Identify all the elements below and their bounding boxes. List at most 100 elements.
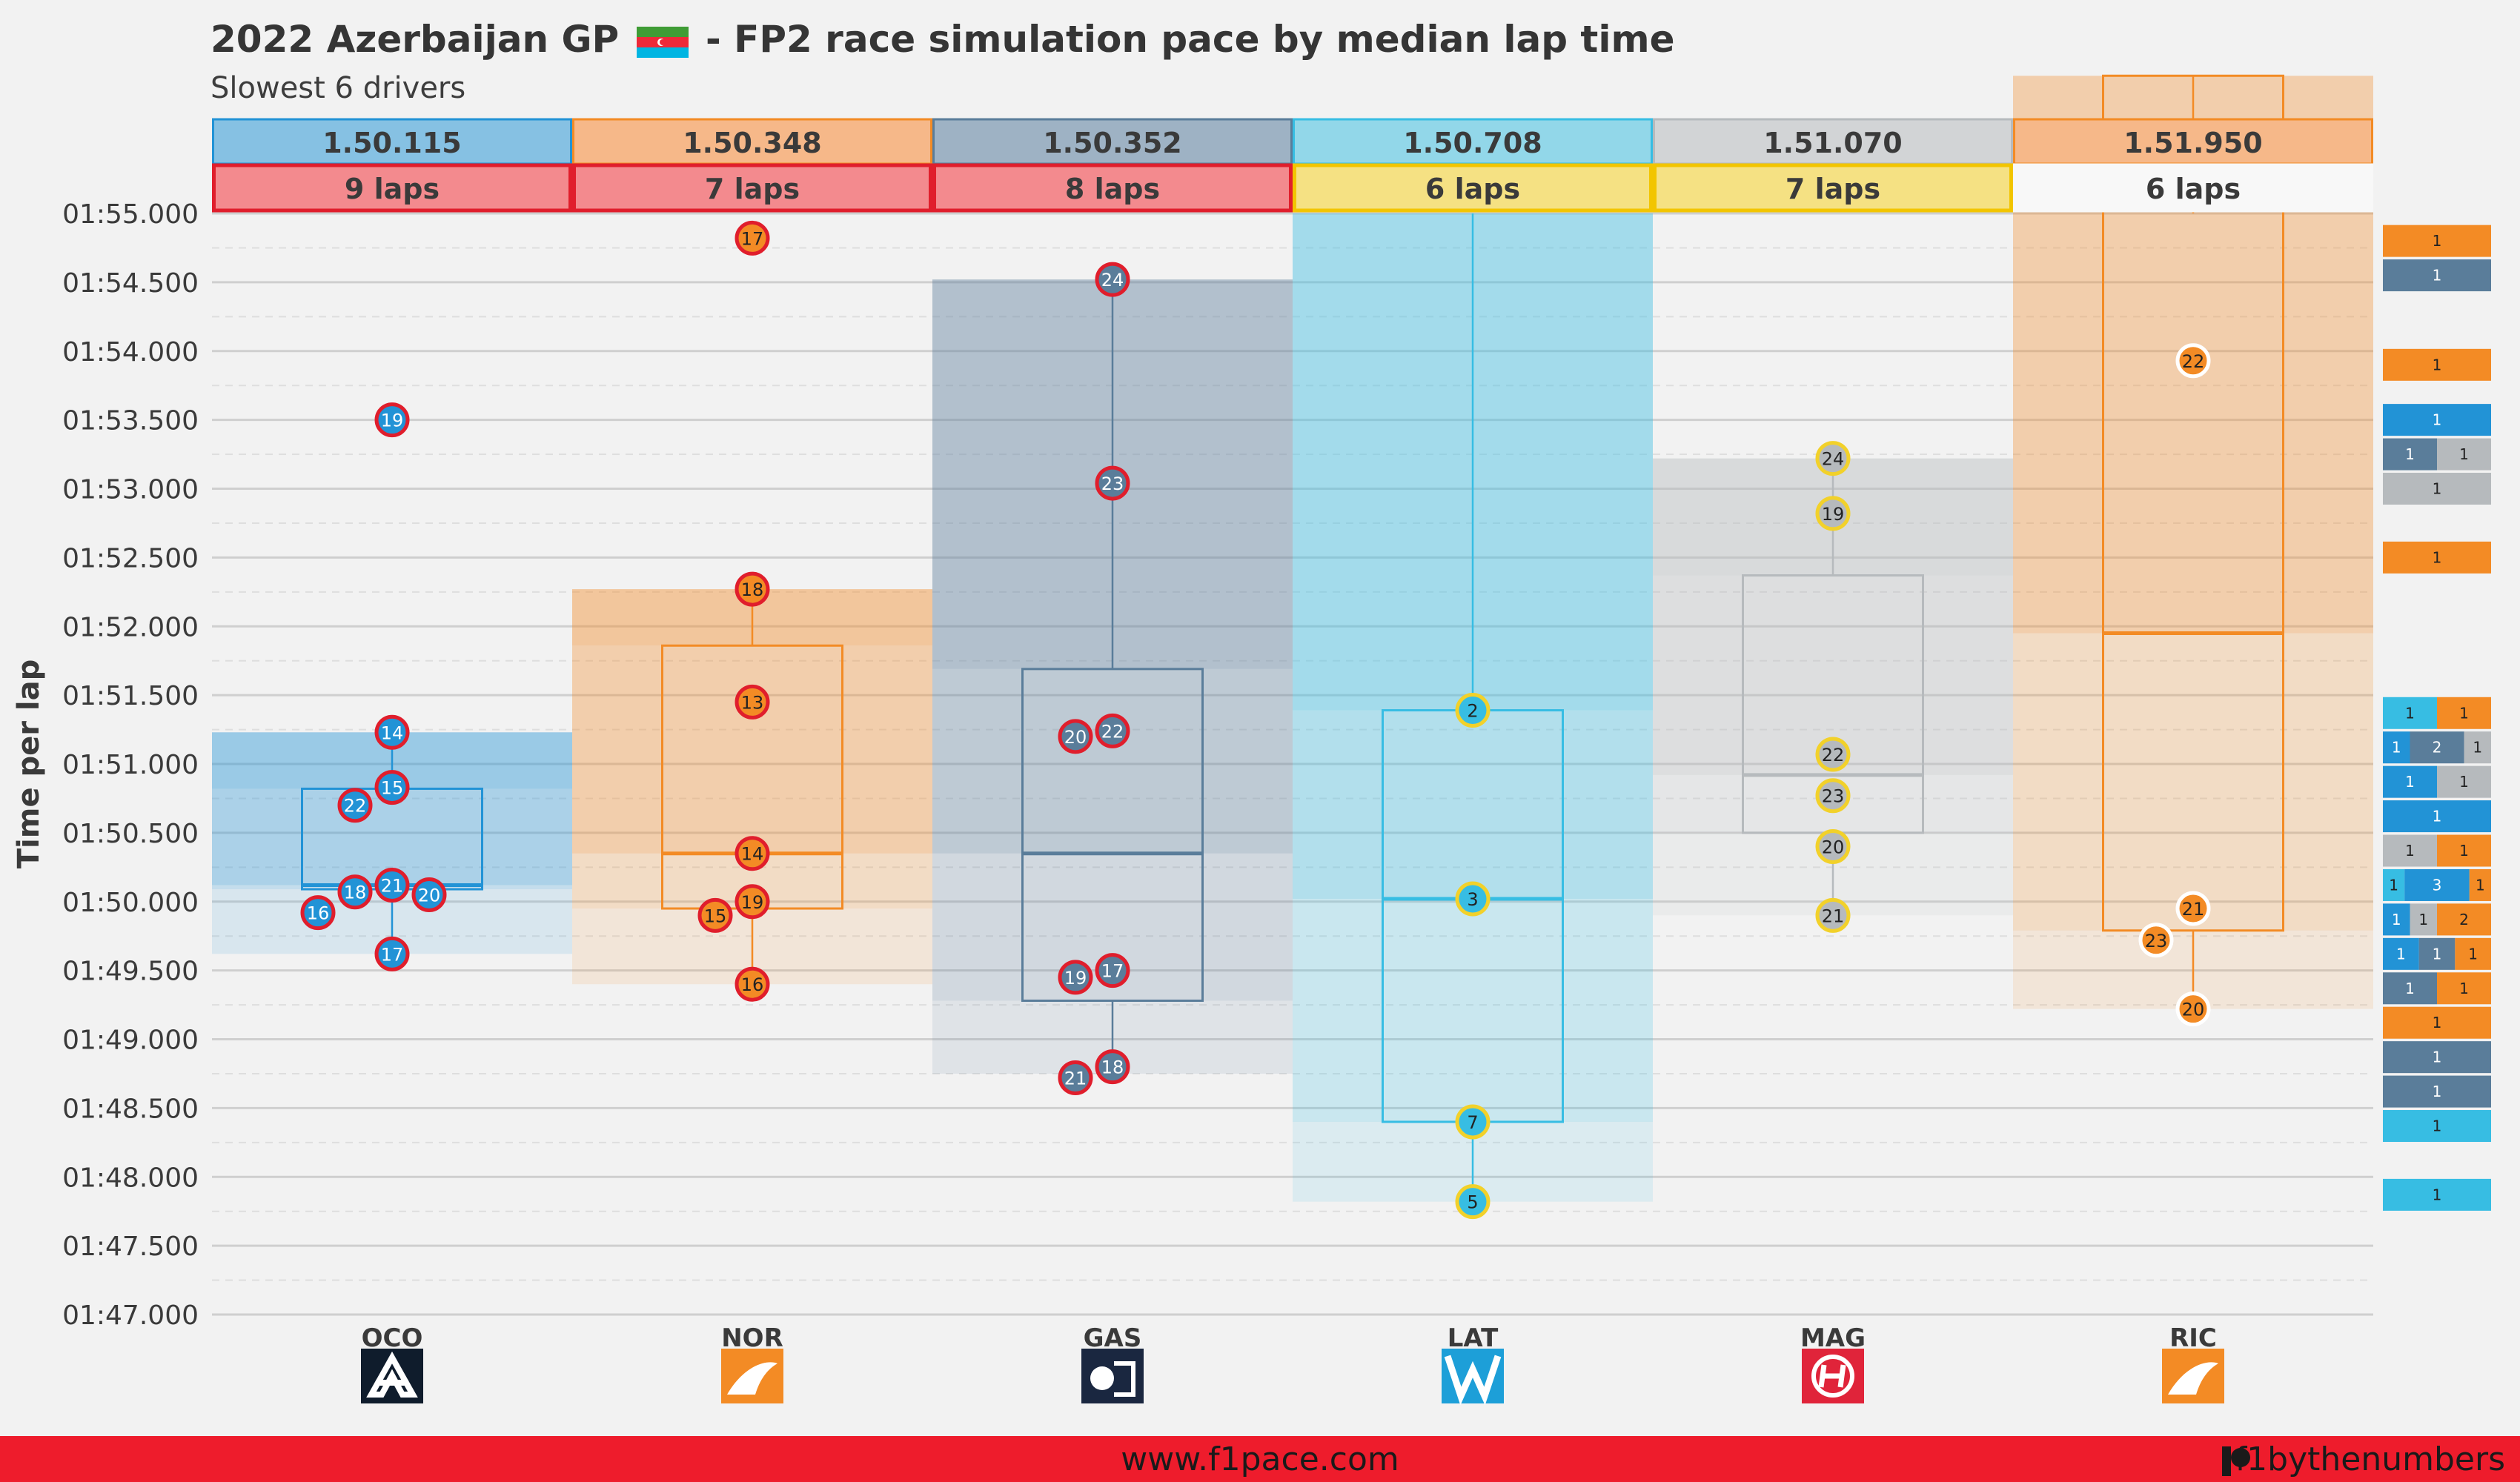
histogram-count-label: 1 [2405,773,2415,791]
alpine-logo-icon [361,1349,423,1403]
driver-column-ric: 1.51.950 6 laps 22 21 23 20 RIC [2013,74,2373,1403]
histogram-cell [2383,404,2491,436]
median-header-cell [572,118,932,165]
lap-point [1815,778,1851,814]
title-text: 2022 Azerbaijan GP [210,18,620,61]
driver-column-gas: 1.50.352 8 laps 24 23 22 20 17 19 18 21 GAS [932,118,1293,1403]
footer-url-link[interactable]: www.f1pace.com [1121,1441,1399,1478]
lap-point [1058,960,1093,995]
histogram-cell [2383,1110,2491,1143]
histogram-count-label: 1 [2433,1049,2442,1066]
lap-point [374,936,410,971]
iqr-box [1021,668,1204,1002]
y-tick-label: 01:47.000 [62,1300,199,1331]
histogram-count-label: 1 [2468,945,2478,963]
y-tick-label: 01:47.500 [62,1232,199,1262]
histogram-cell [2383,1075,2491,1108]
histogram-count-label: 1 [2476,876,2485,894]
histogram-count-label: 1 [2405,445,2415,463]
f1bythenumbers-logo-icon [2221,1446,2250,1476]
lap-point [735,966,770,1002]
driver-code-label: LAT [1448,1323,1499,1353]
histogram-count-label: 1 [2389,876,2398,894]
histogram-cell [2383,731,2410,764]
lap-number-label: 2 [1467,701,1478,722]
lap-point [374,867,410,903]
y-tick-label: 01:52.000 [62,612,199,642]
histogram-count-label: 1 [2473,739,2482,757]
iqr-box [2102,74,2284,932]
histogram-row: 1 1 1 [2383,937,2491,970]
lap-number-label: 7 [1467,1112,1478,1133]
lap-number-label: 5 [1467,1192,1478,1213]
histogram-count-label: 1 [2405,980,2415,997]
histogram-cell [2383,800,2491,833]
histogram-count-label: 1 [2433,267,2442,285]
median-time-label: 1.50.708 [1403,127,1542,159]
driver-code-label: GAS [1084,1323,1142,1353]
lap-number-label: 19 [1822,504,1845,525]
alphatauri-logo-icon [1081,1349,1144,1403]
median-time-label: 1.50.352 [1043,127,1182,159]
lap-number-label: 3 [1467,889,1478,910]
histogram-row: 1 [2383,541,2491,574]
histogram-cell [2383,1006,2491,1039]
median-time-label: 1.51.950 [2123,127,2263,159]
laps-header-cell [212,163,572,213]
histogram-count-label: 1 [2433,480,2442,498]
histogram-cell [2383,765,2437,798]
lap-number-label: 20 [1822,837,1845,857]
histogram-count-label: 3 [2433,876,2442,894]
y-tick-label: 01:51.500 [62,681,199,711]
lap-number-label: 17 [741,228,764,249]
y-tick-label: 01:48.000 [62,1163,199,1193]
lap-point [1455,1184,1491,1220]
lap-count-label: 8 laps [1065,173,1160,205]
histogram-cell [2383,225,2491,257]
histogram-cell [2437,438,2491,471]
lap-number-label: 22 [2182,351,2205,372]
y-tick-label: 01:50.000 [62,888,199,918]
histogram-cell [2469,868,2491,901]
lap-point [1095,953,1130,988]
lap-number-label: 17 [381,944,404,965]
y-tick-label: 01:55.000 [62,199,199,230]
lap-number-label: 19 [381,411,404,431]
lap-number-label: 21 [381,875,404,896]
lap-number-label: 21 [2182,899,2205,920]
lap-count-label: 7 laps [1785,173,1880,205]
lap-number-label: 23 [2145,931,2168,951]
lap-point [374,714,410,750]
histogram-count-label: 1 [2396,945,2406,963]
lap-number-label: 18 [741,579,764,600]
lap-number-label: 14 [741,844,764,865]
histogram-count-label: 1 [2459,773,2469,791]
lap-number-label: 15 [381,778,404,799]
histogram-cell [2437,765,2491,798]
histogram-count-label: 1 [2433,356,2442,373]
y-tick-label: 01:53.000 [62,475,199,505]
driver-code-label: OCO [362,1323,423,1353]
histogram-count-label: 1 [2459,980,2469,997]
histogram-cell [2464,731,2491,764]
lap-number-label: 20 [418,885,441,906]
lap-point [1455,881,1491,917]
lap-point [1058,1060,1093,1096]
lap-point [1455,693,1491,728]
histogram-row: 1 3 1 [2383,868,2491,901]
histogram-cell [2383,259,2491,292]
lap-point [2175,891,2211,926]
footer-bar: www.f1pace.com f1bythenumbers [0,1436,2520,1482]
histogram-count-label: 1 [2392,739,2401,757]
lap-point [374,402,410,438]
lap-number-label: 23 [1822,786,1845,807]
median-header-cell [932,118,1293,165]
azerbaijan-flag-icon [636,26,689,58]
histogram-cell [2383,1041,2491,1074]
y-tick-label: 01:51.000 [62,750,199,780]
lap-point [1815,496,1851,531]
histogram-cell [2437,972,2491,1005]
lap-point [735,571,770,607]
